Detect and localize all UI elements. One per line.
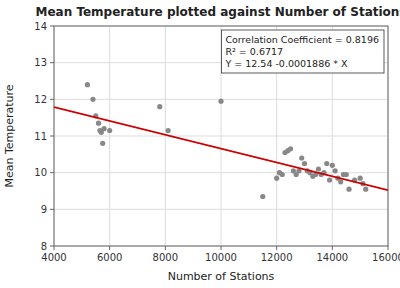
scatter-point xyxy=(327,177,332,182)
scatter-point xyxy=(280,172,285,177)
scatter-point xyxy=(346,187,351,192)
annotation-box xyxy=(221,30,384,73)
grid-line xyxy=(54,136,388,137)
scatter-point xyxy=(274,176,279,181)
scatter-point xyxy=(85,82,90,87)
scatter-point xyxy=(316,166,321,171)
tick-label: 11 xyxy=(34,131,47,142)
scatter-point xyxy=(90,97,95,102)
tick-mark xyxy=(276,246,277,250)
scatter-point xyxy=(363,187,368,192)
scatter-point xyxy=(100,141,105,146)
tick-label: 10 xyxy=(34,167,47,178)
y-axis-label: Mean Temperature xyxy=(3,84,16,187)
annotation: Correlation Coefficient = 0.8196R² = 0.6… xyxy=(221,30,384,73)
tick-label: 4000 xyxy=(41,252,66,263)
tick-mark xyxy=(54,246,55,250)
scatter-point xyxy=(333,168,338,173)
scatter-point xyxy=(107,128,112,133)
plot-frame xyxy=(54,26,388,246)
grid-line xyxy=(54,172,388,173)
scatter-point xyxy=(96,121,101,126)
tick-label: 12 xyxy=(34,94,47,105)
scatter-point xyxy=(218,99,223,104)
chart: 4000 6000 8000 10000 12000 14000 16000 8 9 10 11 12… xyxy=(0,0,400,288)
data xyxy=(54,82,388,199)
plot-area xyxy=(54,26,388,246)
tick-label: 12000 xyxy=(261,252,293,263)
tick-label: 13 xyxy=(34,57,47,68)
regression-line xyxy=(54,107,388,190)
tick-mark xyxy=(109,246,110,250)
tick-label: 6000 xyxy=(97,252,122,263)
tick-mark xyxy=(50,209,54,210)
tick-mark xyxy=(50,62,54,63)
x-axis-label: Number of Stations xyxy=(168,270,275,283)
tick-mark xyxy=(50,246,54,247)
scatter-point xyxy=(260,194,265,199)
chart-title: Mean Temperature plotted against Number … xyxy=(35,5,400,19)
scatter-point xyxy=(324,161,329,166)
scatter-point xyxy=(344,172,349,177)
tick-label: 8000 xyxy=(153,252,178,263)
tick-mark xyxy=(50,99,54,100)
tick-label: 16000 xyxy=(372,252,400,263)
tick-label: 14 xyxy=(34,21,47,32)
tick-label: 8 xyxy=(41,241,47,252)
grid-line xyxy=(54,209,388,210)
tick-mark xyxy=(50,136,54,137)
axes: 4000 6000 8000 10000 12000 14000 16000 8 9 10 11 12… xyxy=(34,21,400,264)
grid xyxy=(54,26,388,246)
scatter-point xyxy=(330,163,335,168)
tick-mark xyxy=(332,246,333,250)
scatter-point xyxy=(299,155,304,160)
scatter-point xyxy=(338,179,343,184)
tick-mark xyxy=(50,26,54,27)
tick-mark xyxy=(50,172,54,173)
tick-mark xyxy=(388,246,389,250)
scatter-point xyxy=(166,128,171,133)
scatter-point xyxy=(288,146,293,151)
tick-label: 14000 xyxy=(316,252,348,263)
scatter-point xyxy=(102,126,107,131)
tick-mark xyxy=(221,246,222,250)
scatter-point xyxy=(157,104,162,109)
tick-mark xyxy=(165,246,166,250)
scatter-point xyxy=(302,161,307,166)
tick-label: 9 xyxy=(41,204,47,215)
tick-label: 10000 xyxy=(205,252,237,263)
scatter-point xyxy=(358,176,363,181)
annotation-text: Correlation Coefficient = 0.8196R² = 0.6… xyxy=(224,34,379,69)
